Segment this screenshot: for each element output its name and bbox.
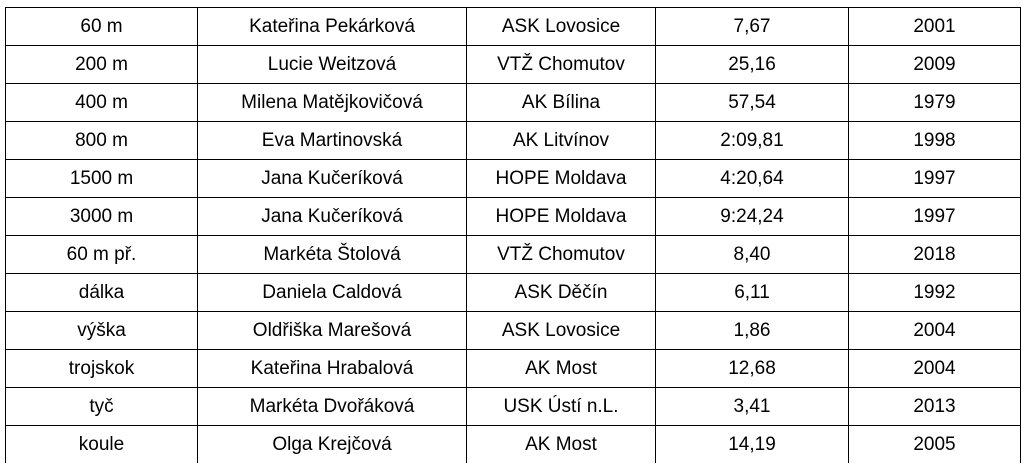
table-row: 60 m př. Markéta Štolová VTŽ Chomutov 8,… <box>5 235 1021 274</box>
club-cell: AK Most <box>466 425 656 463</box>
discipline-cell: 400 m <box>5 83 198 122</box>
records-table: 60 m Kateřina Pekárková ASK Lovosice 7,6… <box>5 7 1021 463</box>
club-cell: ASK Děčín <box>466 273 656 312</box>
table-row: trojskok Kateřina Hrabalová AK Most 12,6… <box>5 349 1021 388</box>
club-cell: USK Ústí n.L. <box>466 387 656 426</box>
table-row: 400 m Milena Matějkovičová AK Bílina 57,… <box>5 83 1021 122</box>
year-cell: 2004 <box>848 349 1021 388</box>
year-cell: 1979 <box>848 83 1021 122</box>
discipline-cell: 60 m př. <box>5 235 198 274</box>
athlete-cell: Milena Matějkovičová <box>197 83 467 122</box>
athlete-cell: Jana Kučeríková <box>197 159 467 198</box>
discipline-cell: tyč <box>5 387 198 426</box>
club-cell: AK Bílina <box>466 83 656 122</box>
year-cell: 2004 <box>848 311 1021 350</box>
table-row: koule Olga Krejčová AK Most 14,19 2005 <box>5 425 1021 463</box>
result-cell: 12,68 <box>655 349 849 388</box>
athlete-cell: Eva Martinovská <box>197 121 467 160</box>
athlete-cell: Lucie Weitzová <box>197 45 467 84</box>
discipline-cell: 3000 m <box>5 197 198 236</box>
athlete-cell: Olga Krejčová <box>197 425 467 463</box>
club-cell: HOPE Moldava <box>466 197 656 236</box>
athlete-cell: Kateřina Pekárková <box>197 7 467 46</box>
club-cell: AK Litvínov <box>466 121 656 160</box>
table-row: 200 m Lucie Weitzová VTŽ Chomutov 25,16 … <box>5 45 1021 84</box>
athlete-cell: Oldřiška Marešová <box>197 311 467 350</box>
year-cell: 1992 <box>848 273 1021 312</box>
year-cell: 2001 <box>848 7 1021 46</box>
result-cell: 1,86 <box>655 311 849 350</box>
table-row: 1500 m Jana Kučeríková HOPE Moldava 4:20… <box>5 159 1021 198</box>
table-row: výška Oldřiška Marešová ASK Lovosice 1,8… <box>5 311 1021 350</box>
discipline-cell: dálka <box>5 273 198 312</box>
discipline-cell: 800 m <box>5 121 198 160</box>
club-cell: HOPE Moldava <box>466 159 656 198</box>
result-cell: 25,16 <box>655 45 849 84</box>
club-cell: ASK Lovosice <box>466 311 656 350</box>
result-cell: 57,54 <box>655 83 849 122</box>
result-cell: 4:20,64 <box>655 159 849 198</box>
table-row: dálka Daniela Caldová ASK Děčín 6,11 199… <box>5 273 1021 312</box>
table-row: 3000 m Jana Kučeríková HOPE Moldava 9:24… <box>5 197 1021 236</box>
table-row: 60 m Kateřina Pekárková ASK Lovosice 7,6… <box>5 7 1021 46</box>
year-cell: 2018 <box>848 235 1021 274</box>
year-cell: 1997 <box>848 197 1021 236</box>
discipline-cell: trojskok <box>5 349 198 388</box>
table-row: tyč Markéta Dvořáková USK Ústí n.L. 3,41… <box>5 387 1021 426</box>
year-cell: 1997 <box>848 159 1021 198</box>
result-cell: 14,19 <box>655 425 849 463</box>
athlete-cell: Kateřina Hrabalová <box>197 349 467 388</box>
discipline-cell: 1500 m <box>5 159 198 198</box>
result-cell: 9:24,24 <box>655 197 849 236</box>
discipline-cell: koule <box>5 425 198 463</box>
club-cell: AK Most <box>466 349 656 388</box>
result-cell: 3,41 <box>655 387 849 426</box>
records-table-body: 60 m Kateřina Pekárková ASK Lovosice 7,6… <box>5 7 1021 463</box>
athlete-cell: Markéta Štolová <box>197 235 467 274</box>
discipline-cell: výška <box>5 311 198 350</box>
club-cell: ASK Lovosice <box>466 7 656 46</box>
discipline-cell: 200 m <box>5 45 198 84</box>
year-cell: 2009 <box>848 45 1021 84</box>
year-cell: 2005 <box>848 425 1021 463</box>
result-cell: 8,40 <box>655 235 849 274</box>
club-cell: VTŽ Chomutov <box>466 235 656 274</box>
athlete-cell: Daniela Caldová <box>197 273 467 312</box>
year-cell: 1998 <box>848 121 1021 160</box>
discipline-cell: 60 m <box>5 7 198 46</box>
athlete-cell: Jana Kučeríková <box>197 197 467 236</box>
result-cell: 6,11 <box>655 273 849 312</box>
athlete-cell: Markéta Dvořáková <box>197 387 467 426</box>
result-cell: 7,67 <box>655 7 849 46</box>
club-cell: VTŽ Chomutov <box>466 45 656 84</box>
table-row: 800 m Eva Martinovská AK Litvínov 2:09,8… <box>5 121 1021 160</box>
result-cell: 2:09,81 <box>655 121 849 160</box>
year-cell: 2013 <box>848 387 1021 426</box>
